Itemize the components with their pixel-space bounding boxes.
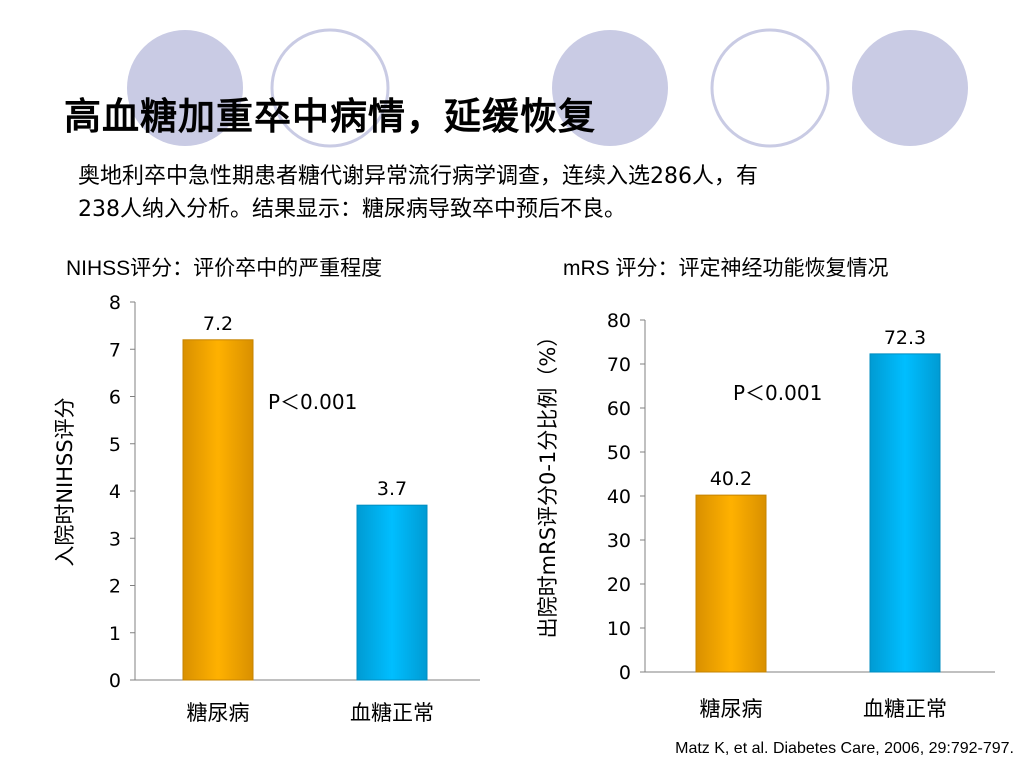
bar-value-label: 7.2 xyxy=(203,313,233,335)
y-tick-label: 4 xyxy=(109,481,121,503)
y-tick-label: 0 xyxy=(619,662,631,684)
y-tick-label: 50 xyxy=(607,442,631,464)
y-tick-label: 70 xyxy=(607,354,631,376)
y-tick-label: 5 xyxy=(109,434,121,456)
x-category-label: 糖尿病 xyxy=(700,697,763,721)
deco-circle xyxy=(852,30,968,146)
y-tick-label: 60 xyxy=(607,398,631,420)
x-category-label: 血糖正常 xyxy=(863,697,947,721)
y-tick-label: 0 xyxy=(109,670,121,692)
decorative-circles xyxy=(127,28,968,148)
y-tick-label: 2 xyxy=(109,576,121,598)
y-tick-label: 8 xyxy=(109,292,121,314)
y-tick-label: 10 xyxy=(607,618,631,640)
y-tick-label: 30 xyxy=(607,530,631,552)
nihss-y-axis-label: 入院时NIHSS评分 xyxy=(53,397,77,567)
slide-title: 高血糖加重卒中病情，延缓恢复 xyxy=(64,95,596,138)
bar-diabetes xyxy=(695,494,767,673)
bar-normal-glucose xyxy=(869,353,941,673)
deco-circle xyxy=(270,28,390,148)
y-tick-label: 20 xyxy=(607,574,631,596)
mrs-chart-title: mRS 评分：评定神经功能恢复情况 xyxy=(563,257,889,280)
nihss-bar-chart: 0 1 2 3 4 5 6 7 8 7.2 糖尿病 3.7 血糖正常 xyxy=(109,292,480,725)
nihss-chart-title: NIHSS评分：评价卒中的严重程度 xyxy=(66,257,383,280)
deco-circle xyxy=(127,30,243,146)
deco-circle xyxy=(710,28,830,148)
bar-diabetes xyxy=(182,339,254,681)
bar-value-label: 3.7 xyxy=(377,478,407,500)
mrs-p-value: P＜0.001 xyxy=(733,381,823,405)
mrs-bar-chart: 0 10 20 30 40 50 60 70 80 40.2 糖尿病 72.3 血糖正常 xyxy=(607,310,995,721)
x-category-label: 糖尿病 xyxy=(187,701,250,725)
nihss-p-value: P＜0.001 xyxy=(268,390,358,414)
bar-value-label: 72.3 xyxy=(884,327,926,349)
x-category-label: 血糖正常 xyxy=(350,701,434,725)
bar-normal-glucose xyxy=(356,504,428,681)
intro-line-2: 238人纳入分析。结果显示：糖尿病导致卒中预后不良。 xyxy=(78,197,626,222)
citation: Matz K, et al. Diabetes Care, 2006, 29:7… xyxy=(675,740,1014,757)
y-tick-label: 6 xyxy=(109,387,121,409)
y-tick-label: 3 xyxy=(109,528,121,550)
y-tick-label: 1 xyxy=(109,623,121,645)
y-tick-label: 80 xyxy=(607,310,631,332)
intro-text: 奥地利卒中急性期患者糖代谢异常流行病学调查，连续入选286人，有 238人纳入分… xyxy=(78,160,978,226)
deco-circle xyxy=(552,30,668,146)
intro-line-1: 奥地利卒中急性期患者糖代谢异常流行病学调查，连续入选286人，有 xyxy=(78,164,758,189)
y-tick-label: 40 xyxy=(607,486,631,508)
bar-value-label: 40.2 xyxy=(710,468,752,490)
y-tick-label: 7 xyxy=(109,339,121,361)
mrs-y-axis-label: 出院时mRS评分0-1分比例（%） xyxy=(536,325,560,639)
